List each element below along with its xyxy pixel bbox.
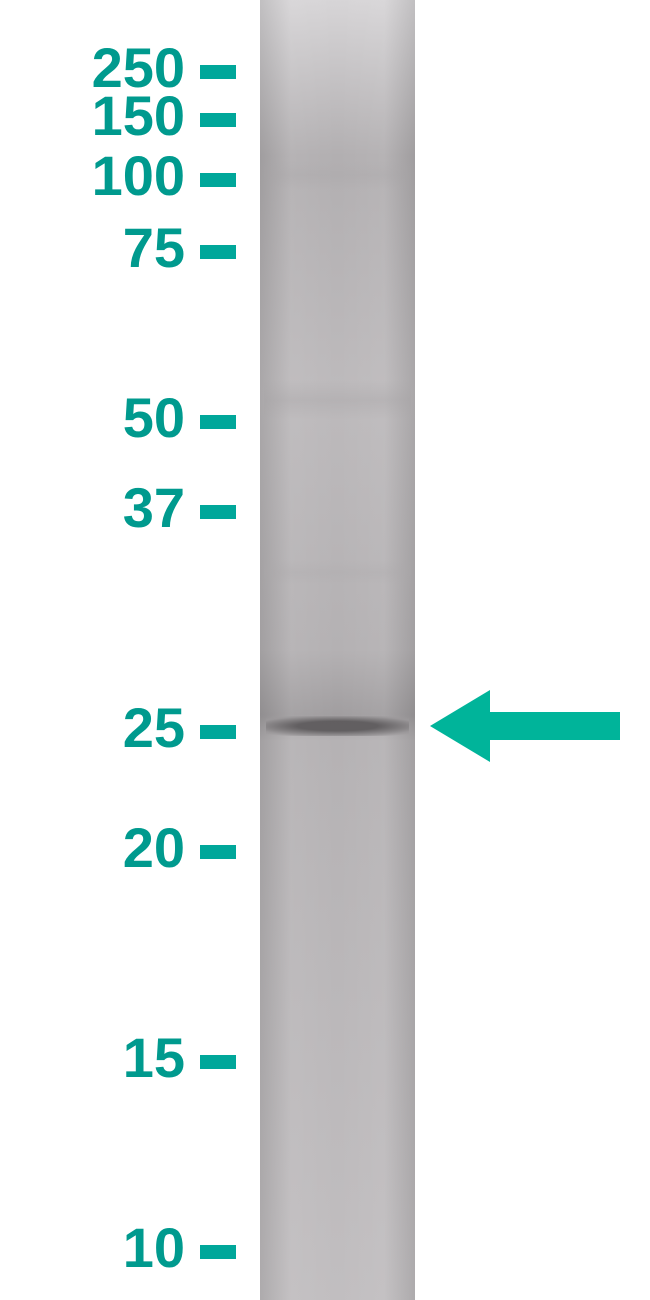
arrow-shaft xyxy=(490,712,620,740)
target-band-arrow xyxy=(0,0,650,1300)
western-blot-figure: 25015010075503725201510 xyxy=(0,0,650,1300)
arrow-head-icon xyxy=(430,690,490,762)
